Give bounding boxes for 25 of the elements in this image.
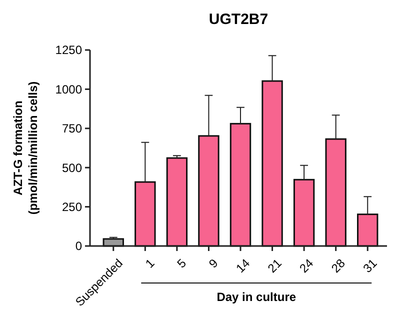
- bar: [325, 138, 346, 247]
- x-tick-label: 21: [264, 256, 285, 276]
- bar: [230, 122, 252, 247]
- x-tick-label: 31: [360, 256, 380, 276]
- y-tick-label: 0: [75, 239, 82, 254]
- y-tick-label: 750: [62, 122, 82, 136]
- x-tick-label: 5: [174, 256, 190, 271]
- x-tick-label: 1: [142, 256, 158, 271]
- x-axis-title: Day in culture: [216, 290, 296, 304]
- bar: [293, 178, 315, 247]
- y-axis-title: AZT-G formation (pmol/min/million cells): [11, 81, 40, 215]
- y-tick-label: 250: [62, 200, 82, 214]
- bar: [166, 157, 188, 247]
- chart-title: UGT2B7: [208, 11, 268, 28]
- x-tick-label: 14: [233, 256, 253, 276]
- bar: [198, 135, 220, 247]
- bar: [262, 80, 283, 247]
- y-tick-label: 1000: [55, 82, 82, 96]
- bar: [134, 181, 156, 247]
- y-tick-label: 1250: [55, 43, 82, 58]
- y-tick-label: 500: [62, 160, 82, 175]
- x-tick-label: 9: [206, 256, 222, 271]
- x-tick-label: 24: [296, 256, 316, 276]
- bar: [357, 214, 378, 247]
- x-tick-label: 28: [328, 256, 348, 276]
